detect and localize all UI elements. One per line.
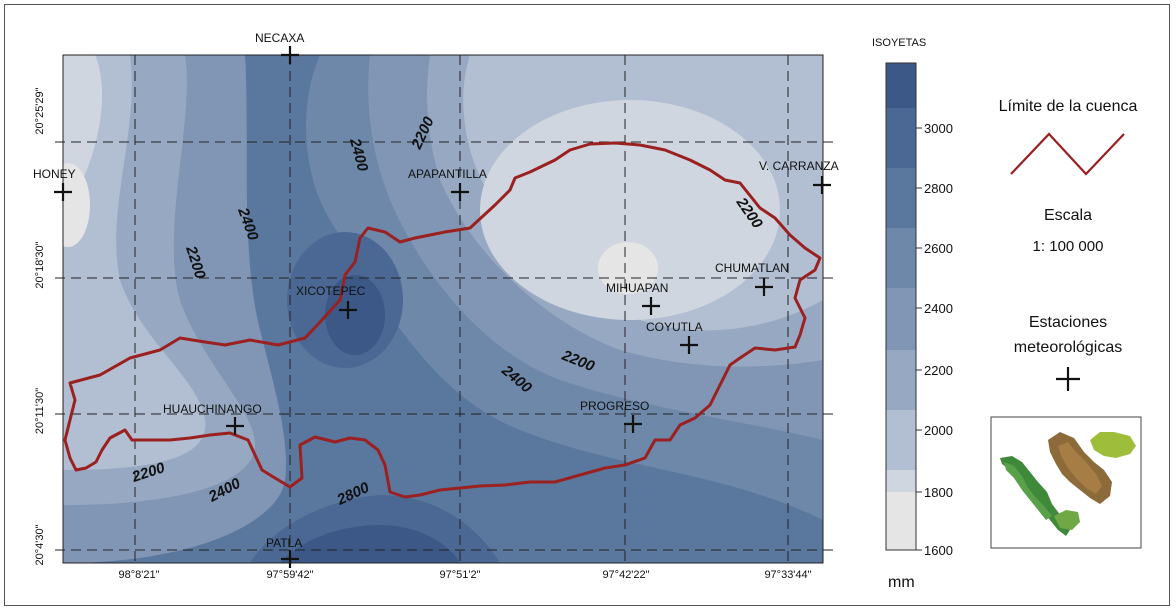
station-marker-icon	[642, 297, 660, 315]
boundary-symbol-icon	[1010, 132, 1125, 176]
legend-tick-label: 1800	[924, 485, 953, 500]
scale-label: Escala	[1044, 207, 1092, 224]
map-key-panel: Límite de la cuenca Escala 1: 100 000 Es…	[990, 98, 1142, 549]
station-marker-icon	[624, 415, 642, 433]
longitude-labels: 98°8'21" 97°59'42" 97°51'2" 97°42'22" 97…	[119, 569, 812, 581]
legend-tick-label: 3000	[924, 121, 953, 136]
station-marker-icon	[680, 336, 698, 354]
legend-tick-label: 2600	[924, 241, 953, 256]
legend-swatch	[886, 228, 916, 288]
scale-value: 1: 100 000	[1033, 238, 1104, 255]
latitude-label: 20°11'30"	[34, 388, 46, 434]
station-label-mihuapan: MIHUAPAN	[606, 281, 668, 295]
station-marker-icon	[54, 183, 72, 201]
station-label-progreso: PROGRESO	[580, 399, 649, 413]
legend-unit: mm	[888, 574, 915, 591]
legend-swatch	[886, 63, 916, 108]
legend-swatch	[886, 492, 916, 550]
station-label-v-carranza: V. CARRANZA	[759, 159, 839, 173]
legend-swatch	[886, 470, 916, 492]
station-marker-icon	[281, 550, 299, 568]
legend-tick-label: 2800	[924, 181, 953, 196]
latitude-label: 20°4'30"	[34, 524, 46, 565]
mexico-locator-map-icon	[1000, 432, 1136, 536]
stations-label-line1: Estaciones	[1029, 314, 1107, 331]
station-label-coyutla: COYUTLA	[646, 320, 703, 334]
station-marker-icon	[813, 176, 831, 194]
figure-frame	[4, 4, 1170, 606]
longitude-label: 98°8'21"	[119, 569, 160, 581]
station-label-patla: PATLA	[266, 536, 302, 550]
legend-tick-label: 2000	[924, 423, 953, 438]
station-label-apapantilla: APAPANTILLA	[408, 167, 487, 181]
map-area	[63, 55, 823, 563]
isohyet-zone-west-min	[63, 163, 90, 247]
station-label-chumatlan: CHUMATLAN	[715, 261, 789, 275]
station-marker-icon	[226, 417, 244, 435]
legend-tick-label: 1600	[924, 543, 953, 558]
stations	[54, 46, 831, 568]
legend-swatch	[886, 168, 916, 228]
legend-swatch	[886, 288, 916, 350]
legend-tick-label: 2400	[924, 301, 953, 316]
stations-label-line2: meteorológicas	[1014, 339, 1123, 356]
isohyet-zone-1600-mihuapan	[598, 242, 658, 294]
longitude-label: 97°42'22"	[602, 569, 649, 581]
station-marker-icon	[339, 301, 357, 319]
station-label-huauchinango: HUAUCHINANGO	[163, 402, 262, 416]
latitude-labels: 20°25'29" 20°18'30" 20°11'30" 20°4'30"	[34, 87, 46, 565]
station-labels: NECAXA HONEY APAPANTILLA V. CARRANZA XIC…	[33, 31, 839, 550]
longitude-label: 97°51'2"	[440, 569, 481, 581]
legend-swatch	[886, 350, 916, 410]
station-marker-icon	[755, 278, 773, 296]
isohyet-zone-1800-core	[480, 100, 780, 320]
isohyet-zone-3000-south	[280, 525, 460, 563]
latitude-label: 20°25'29"	[34, 87, 46, 134]
station-marker-icon	[451, 183, 469, 201]
station-label-xicotepec: XICOTEPEC	[296, 284, 366, 298]
basin-boundary-line	[63, 141, 822, 499]
longitude-label: 97°33'44"	[764, 569, 811, 581]
station-marker-icon	[281, 46, 299, 64]
station-label-necaxa: NECAXA	[255, 31, 304, 45]
station-label-honey: HONEY	[33, 167, 76, 181]
isohyet-zone-1800-west	[63, 55, 206, 470]
legend-title: ISOYETAS	[872, 37, 926, 49]
latitude-label: 20°18'30"	[34, 241, 46, 288]
legend-border	[885, 62, 917, 551]
longitude-label: 97°59'42"	[266, 569, 313, 581]
boundary-label: Límite de la cuenca	[999, 98, 1138, 115]
coordinate-grid	[55, 55, 835, 563]
isohyet-legend: ISOYETAS 3000 2800 2600 2400 2200 2000 1…	[872, 37, 953, 591]
legend-swatch	[886, 410, 916, 470]
legend-swatch	[886, 108, 916, 168]
station-symbol-icon	[1056, 367, 1080, 391]
legend-tick-label: 2200	[924, 363, 953, 378]
map-border	[62, 54, 824, 564]
